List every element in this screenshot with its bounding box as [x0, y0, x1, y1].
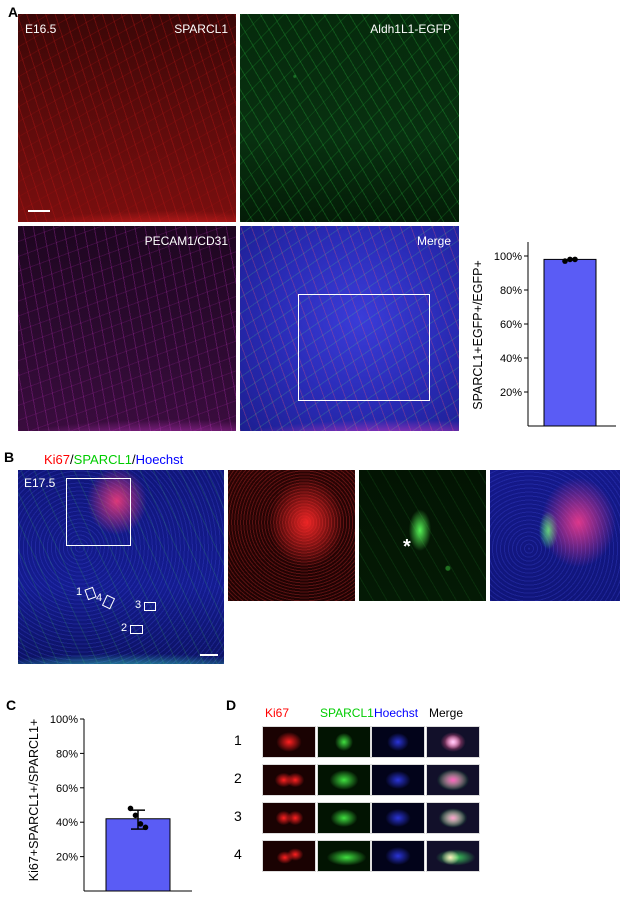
y-tick-label: 100%	[494, 251, 522, 263]
y-tick-label: 60%	[500, 319, 522, 331]
stage-label-b: E17.5	[24, 476, 56, 490]
merge-zoom-micrograph	[490, 470, 620, 601]
y-tick-label: 80%	[500, 285, 522, 297]
panel-d-column-ki67: Ki67	[265, 706, 290, 720]
cell-1-hoechst-thumbnail	[371, 726, 425, 758]
panel-d-row-label: 1	[234, 732, 242, 748]
cell-1-sparcl1-thumbnail	[317, 726, 371, 758]
box-number-4: 4	[96, 592, 103, 604]
cell-box-1	[84, 586, 97, 601]
box-number-1: 1	[76, 586, 83, 598]
data-point	[562, 258, 568, 264]
cell-3-merge-thumbnail	[426, 802, 480, 834]
panel-d-column-merge: Merge	[429, 706, 464, 720]
ki67-zoom-micrograph	[228, 470, 355, 601]
panel-d-column-hoechst: Hoechst	[374, 706, 419, 720]
data-point	[142, 824, 149, 831]
chart-c-ylabel: Ki67+SPARCL1+/SPARCL1+	[27, 719, 41, 881]
y-tick-label: 40%	[56, 817, 78, 829]
data-point	[567, 256, 573, 263]
legend-sparcl1: SPARCL1	[73, 452, 132, 467]
box-number-2: 2	[121, 622, 128, 634]
e17-5-micrograph: E17.5 1 4 3 2	[18, 470, 224, 664]
cell-3-sparcl1-thumbnail	[317, 802, 371, 834]
legend-sep-1: /	[70, 452, 74, 467]
cell-2-sparcl1-thumbnail	[317, 764, 371, 796]
chart-c-y-ticks: 20% 40% 60% 80% 100%	[50, 714, 84, 864]
box-number-3: 3	[135, 599, 142, 611]
aldh-channel-label: Aldh1L1-EGFP	[370, 22, 451, 36]
chart-a-y-ticks: 20% 40% 60% 80% 100%	[494, 251, 528, 399]
cell-1-merge-thumbnail	[426, 726, 480, 758]
panel-c-bar-chart: Ki67+SPARCL1+/SPARCL1+ 20% 40% 60% 80% 100%	[27, 714, 192, 892]
panel-b-letter: B	[4, 449, 15, 465]
panel-a-letter: A	[8, 4, 19, 20]
cell-box-3	[144, 602, 156, 611]
y-tick-label: 100%	[50, 714, 78, 726]
sparcl1-channel-label: SPARCL1	[174, 22, 228, 36]
chart-a-ylabel: SPARCL1+EGFP+/EGFP+	[471, 260, 485, 409]
data-point	[132, 812, 139, 819]
cell-2-ki67-thumbnail	[262, 764, 316, 796]
bar	[543, 258, 597, 427]
merge-channel-label: Merge	[416, 234, 451, 248]
panel-d-row-label: 3	[234, 808, 242, 824]
panel-d-row-label: 2	[234, 770, 242, 786]
panel-a-bar-chart: SPARCL1+EGFP+/EGFP+ 20% 40% 60% 80% 100%	[471, 242, 616, 427]
cell-4-hoechst-thumbnail	[371, 840, 425, 872]
panel-b-legend: Ki67/SPARCL1/Hoechst	[44, 452, 183, 467]
cell-4-sparcl1-thumbnail	[317, 840, 371, 872]
y-tick-label: 40%	[500, 353, 522, 365]
cell-2-merge-thumbnail	[426, 764, 480, 796]
panel-d-row-label: 4	[234, 846, 242, 862]
panel-d-column-sparcl1: SPARCL1	[320, 706, 374, 720]
merge-micrograph: Merge	[240, 226, 459, 431]
pecam-channel-label: PECAM1/CD31	[144, 234, 228, 248]
data-point	[137, 821, 144, 827]
aldh1l1-egfp-micrograph: Aldh1L1-EGFP	[240, 14, 459, 222]
data-point	[127, 805, 134, 812]
cell-3-ki67-thumbnail	[262, 802, 316, 834]
legend-hoechst: Hoechst	[135, 452, 184, 467]
y-tick-label: 60%	[56, 783, 78, 795]
zoom-box	[66, 478, 131, 546]
legend-sep-2: /	[131, 452, 136, 467]
stage-label: E16.5	[25, 22, 57, 36]
cell-4-merge-thumbnail	[426, 840, 480, 872]
cell-box-2	[130, 625, 143, 634]
y-tick-label: 20%	[500, 387, 522, 399]
data-point	[572, 256, 578, 263]
legend-ki67: Ki67	[44, 452, 71, 467]
panel-d-letter: D	[226, 697, 237, 713]
sparcl1-zoom-micrograph: *	[359, 470, 486, 601]
pecam1-cd31-micrograph: PECAM1/CD31	[18, 226, 236, 431]
panel-c-letter: C	[6, 697, 17, 713]
sparcl1-micrograph: E16.5 SPARCL1	[18, 14, 236, 222]
y-tick-label: 80%	[56, 748, 78, 760]
bar	[105, 818, 171, 892]
cell-4-ki67-thumbnail	[262, 840, 316, 872]
cell-box-4	[101, 594, 116, 610]
inset-box	[298, 294, 430, 401]
scale-bar	[28, 210, 50, 212]
cell-2-hoechst-thumbnail	[371, 764, 425, 796]
cell-3-hoechst-thumbnail	[371, 802, 425, 834]
scale-bar-b	[200, 654, 218, 656]
asterisk-marker: *	[403, 536, 411, 558]
cell-1-ki67-thumbnail	[262, 726, 316, 758]
y-tick-label: 20%	[56, 852, 78, 864]
